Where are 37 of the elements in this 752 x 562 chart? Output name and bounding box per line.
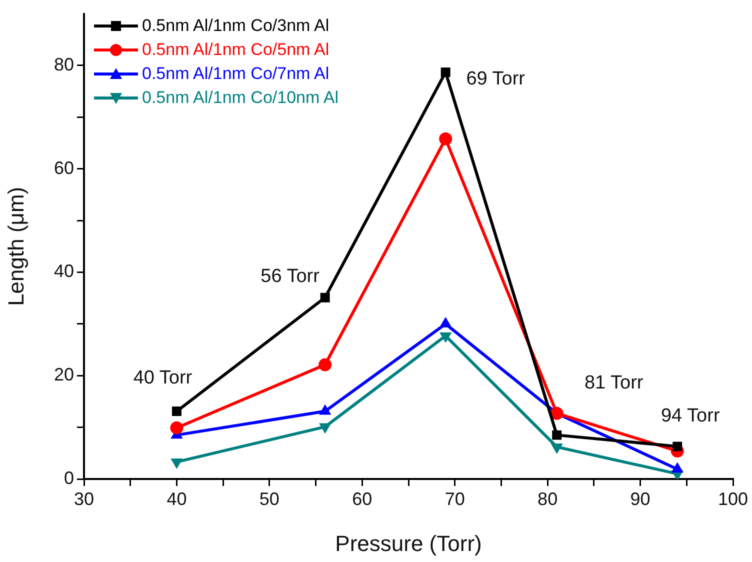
y-tick-label: 60 (54, 158, 74, 178)
annotation: 94 Torr (660, 406, 720, 427)
y-axis-title: Length (μm) (3, 186, 28, 306)
legend-label: 0.5nm Al/1nm Co/3nm Al (142, 15, 330, 37)
point (552, 430, 562, 440)
x-tick-label: 70 (444, 488, 465, 509)
x-tick-label: 80 (538, 488, 558, 509)
annotation: 56 Torr (260, 266, 320, 287)
annotation: 81 Torr (584, 372, 644, 394)
point (171, 458, 182, 468)
annotation: 69 Torr (466, 68, 526, 90)
point (550, 406, 564, 420)
point (672, 442, 682, 452)
y-tick-label: 0 (64, 468, 74, 488)
point (551, 443, 563, 454)
point (439, 132, 452, 146)
point (440, 332, 452, 342)
x-tick-label: 30 (74, 488, 94, 509)
point (172, 406, 182, 416)
y-tick-label: 40 (54, 261, 74, 282)
legend-label: 0.5nm Al/1nm Co/10nm Al (142, 87, 339, 109)
legend-label: 0.5nm Al/1nm Co/5nm Al (142, 39, 330, 61)
y-tick-label: 20 (54, 364, 74, 385)
point (319, 423, 331, 434)
x-tick-label: 60 (352, 488, 372, 509)
point (318, 358, 332, 372)
x-tick-label: 90 (630, 488, 650, 509)
point (320, 292, 330, 302)
x-tick-label: 50 (259, 488, 280, 509)
x-axis-title: Pressure (Torr) (335, 530, 482, 556)
point (170, 421, 184, 434)
y-tick-label: 80 (54, 54, 74, 74)
point (440, 67, 450, 77)
annotation: 40 Torr (133, 368, 193, 389)
x-tick-label: 100 (718, 488, 748, 509)
x-tick-label: 40 (166, 488, 187, 509)
legend-label: 0.5nm Al/1nm Co/7nm Al (142, 63, 330, 85)
